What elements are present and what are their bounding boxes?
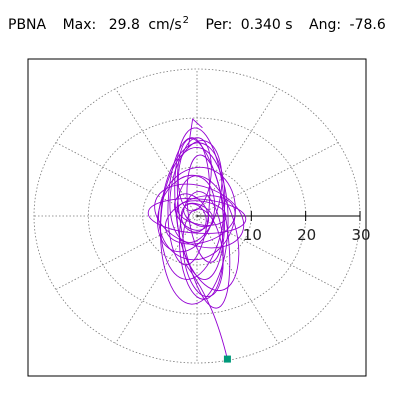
orbit-loop <box>174 127 226 280</box>
grid-spoke-30 <box>196 142 339 217</box>
orbit-loop <box>179 191 224 300</box>
orbit-tail <box>185 264 228 360</box>
angle-label: Ang: <box>309 17 342 33</box>
plot-header: PBNA Max: 29.8 cm/s2 Per: 0.340 s Ang: -… <box>8 15 386 33</box>
orbit-trace <box>147 118 247 360</box>
orbit-loop <box>182 208 224 298</box>
orbit-loop <box>176 138 231 309</box>
grid-spoke-60 <box>196 88 279 217</box>
max-label: Max: <box>62 17 97 33</box>
period-label: Per: <box>205 17 233 33</box>
max-unit: cm/s <box>148 17 182 33</box>
grid-spoke-210 <box>55 215 198 290</box>
grid-spoke-300 <box>196 215 279 344</box>
orbit-loop <box>186 154 224 263</box>
orbit-loop <box>160 146 229 305</box>
orbit-loop <box>174 193 210 231</box>
orbit-loop <box>157 174 216 253</box>
peak-marker <box>223 355 231 363</box>
grid-spoke-150 <box>55 142 198 217</box>
radial-tick-label-30: 30 <box>351 226 370 244</box>
max-unit-exponent: 2 <box>182 15 190 26</box>
period-value: 0.340 s <box>240 17 293 33</box>
plot-frame <box>27 58 367 377</box>
radial-tick-label-20: 20 <box>297 226 316 244</box>
max-value: 29.8 <box>108 17 140 33</box>
peak-marker-group <box>223 355 231 363</box>
orbit-loop <box>177 137 212 212</box>
orbit-loop <box>165 195 236 245</box>
radial-tick-label-10: 10 <box>243 226 262 244</box>
grid-spoke-120 <box>115 88 198 217</box>
angle-value: -78.6 <box>349 17 386 33</box>
orbit-spike <box>187 118 203 148</box>
station-code: PBNA <box>8 17 47 33</box>
